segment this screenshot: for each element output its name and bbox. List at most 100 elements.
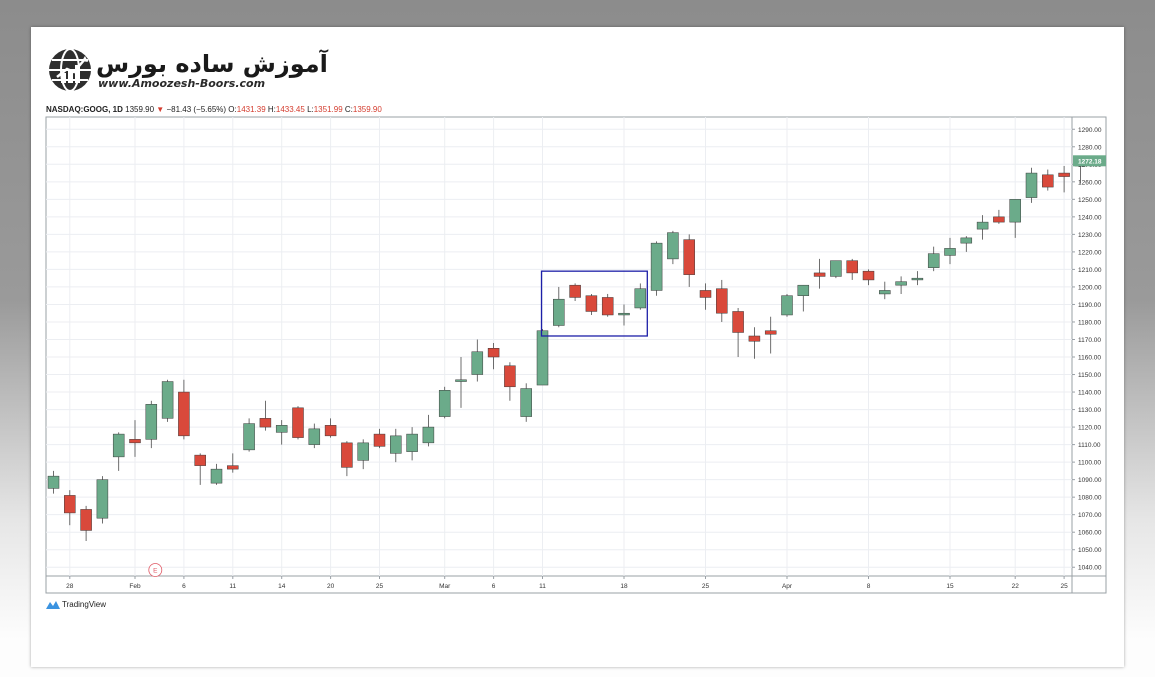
candle[interactable] <box>748 327 761 359</box>
candle[interactable] <box>813 258 826 289</box>
candle[interactable] <box>601 293 614 317</box>
candle[interactable] <box>846 258 858 280</box>
y-tick-label: 1080.00 <box>1078 495 1102 502</box>
earnings-marker-icon[interactable] <box>148 563 163 577</box>
candle[interactable] <box>862 269 875 286</box>
candle[interactable] <box>1042 169 1054 191</box>
candle[interactable] <box>259 400 272 431</box>
candle[interactable] <box>650 241 663 296</box>
candle[interactable] <box>683 234 695 287</box>
candle[interactable] <box>194 453 206 485</box>
x-tick-label: 15 <box>946 583 954 590</box>
candle[interactable] <box>227 453 239 473</box>
candle[interactable] <box>504 362 516 401</box>
candle[interactable] <box>275 420 288 445</box>
candle-body <box>732 311 744 333</box>
candlestick-chart[interactable]: 1040.00 1050.00 1060.00 1070.00 1080.00 1090.… <box>31 27 1124 667</box>
close-label: C: <box>344 105 353 114</box>
candle[interactable] <box>879 281 891 300</box>
candle[interactable] <box>716 279 728 322</box>
tradingview-logo-icon <box>46 601 60 609</box>
candle[interactable] <box>781 293 793 317</box>
candle[interactable] <box>976 215 989 240</box>
candle-body <box>927 253 940 268</box>
candle[interactable] <box>129 420 141 457</box>
candle[interactable] <box>585 293 598 315</box>
candle[interactable] <box>553 286 565 328</box>
candle[interactable] <box>911 271 924 286</box>
candle[interactable] <box>830 260 842 279</box>
candle-body <box>1058 172 1070 177</box>
candle-body <box>324 425 337 437</box>
candle[interactable] <box>112 432 125 471</box>
candle-body <box>764 330 777 335</box>
candle[interactable] <box>960 236 973 252</box>
x-tick-label: 25 <box>376 583 384 590</box>
last-price: 1359.90 <box>125 105 155 114</box>
candle-body <box>80 509 92 531</box>
candle[interactable] <box>324 418 337 438</box>
candle-body <box>618 312 630 316</box>
candle[interactable] <box>1058 166 1070 193</box>
x-tick-label: Apr <box>782 583 793 590</box>
candle[interactable] <box>569 283 581 301</box>
candle[interactable] <box>161 379 174 422</box>
candle[interactable] <box>927 246 940 272</box>
y-tick-label: 1290.00 <box>1078 127 1102 134</box>
candle[interactable] <box>178 379 190 440</box>
y-tick-label: 1090.00 <box>1078 477 1102 484</box>
y-tick-label: 1230.00 <box>1078 232 1102 239</box>
candle[interactable] <box>520 383 532 422</box>
candle[interactable] <box>618 304 630 326</box>
candle[interactable] <box>64 490 76 526</box>
candle[interactable] <box>47 470 60 494</box>
candle[interactable] <box>341 441 353 477</box>
candle[interactable] <box>487 342 500 370</box>
y-tick-label: 1260.00 <box>1078 179 1102 186</box>
candle-body <box>830 260 842 277</box>
candle[interactable] <box>536 328 549 386</box>
candle[interactable] <box>895 276 907 294</box>
y-tick-label: 1210.00 <box>1078 267 1102 274</box>
candle[interactable] <box>357 439 369 470</box>
tradingview-brand[interactable]: TradingView <box>46 600 106 609</box>
candle[interactable] <box>667 230 679 265</box>
candle[interactable] <box>210 463 223 485</box>
candle[interactable] <box>944 237 956 265</box>
candle[interactable] <box>406 427 418 461</box>
x-tick-label: Feb <box>129 583 141 590</box>
candle[interactable] <box>145 400 158 449</box>
y-tick-label: 1170.00 <box>1078 337 1101 344</box>
open-label: O: <box>228 105 237 114</box>
y-tick-label: 1280.00 <box>1078 144 1102 151</box>
candle[interactable] <box>1025 167 1038 203</box>
candle[interactable] <box>308 423 321 449</box>
candle-body <box>275 425 288 433</box>
candle[interactable] <box>455 357 467 408</box>
symbol-legend: NASDAQ:GOOG, 1D 1359.90 ▼ −81.43 (−5.65%… <box>46 105 382 114</box>
candle[interactable] <box>993 209 1005 224</box>
candle[interactable] <box>96 476 109 524</box>
candle[interactable] <box>390 428 402 463</box>
candle[interactable] <box>373 428 386 449</box>
candle[interactable] <box>764 316 777 354</box>
x-tick-label: 20 <box>327 583 335 590</box>
candle[interactable] <box>80 505 92 541</box>
candle[interactable] <box>471 339 484 382</box>
y-tick-label: 1040.00 <box>1078 565 1102 572</box>
candle[interactable] <box>292 406 304 440</box>
candle[interactable] <box>243 418 255 452</box>
candle[interactable] <box>699 283 712 310</box>
candle[interactable] <box>1009 199 1021 238</box>
candle[interactable] <box>732 307 744 358</box>
candle-body <box>1042 174 1054 188</box>
candle[interactable] <box>422 414 435 447</box>
price-change: −81.43 (−5.65%) <box>166 105 227 114</box>
candle[interactable] <box>438 386 451 419</box>
x-tick-label: 18 <box>620 583 628 590</box>
candle[interactable] <box>797 284 810 312</box>
candle-body <box>438 390 451 417</box>
candle-body <box>813 272 826 277</box>
candle-body <box>161 381 174 419</box>
candle[interactable] <box>634 283 647 310</box>
